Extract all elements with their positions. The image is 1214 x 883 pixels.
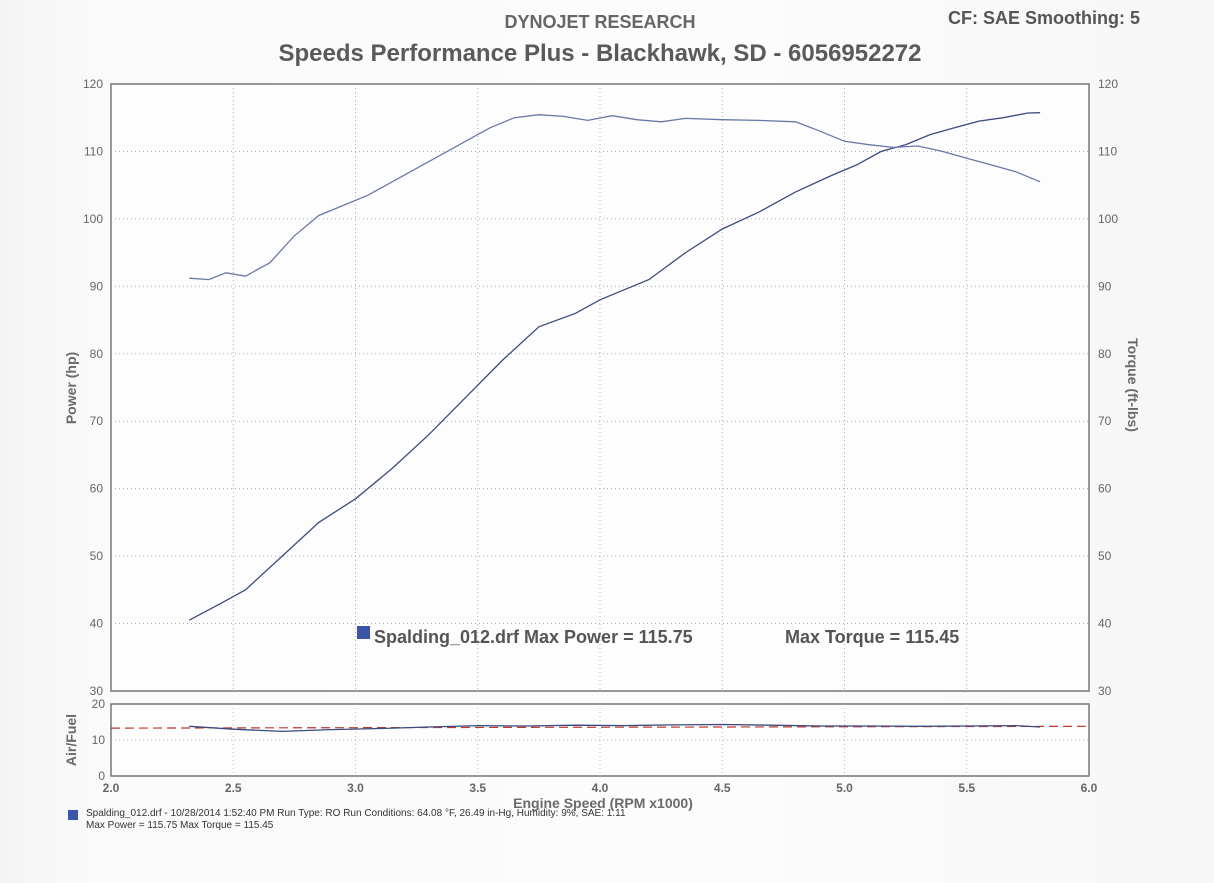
x-tick-label: 4.5 — [714, 781, 731, 795]
main-ticks: 30 30 40 40 50 50 60 60 70 70 80 80 90 90 100 100 110 110… — [83, 77, 1118, 698]
settings-label: CF: SAE Smoothing: 5 — [948, 8, 1140, 28]
y-tick-label: 40 — [90, 617, 104, 631]
x-tick-label: 3.0 — [347, 781, 364, 795]
x-tick-label: 3.5 — [469, 781, 486, 795]
y-tick-label: 100 — [83, 212, 103, 226]
x-tick-label: 4.0 — [592, 781, 609, 795]
x-ticks: 2.0 2.5 3.0 3.5 4.0 4.5 5.0 5.5 6.0 — [103, 781, 1098, 795]
y-tick-label: 80 — [90, 347, 104, 361]
y-tick-label: 60 — [90, 482, 104, 496]
y2-tick-label: 40 — [1098, 617, 1112, 631]
y2-axis-label: Torque (ft-lbs) — [1125, 338, 1141, 432]
page-title: Speeds Performance Plus - Blackhawk, SD … — [278, 40, 922, 67]
y2-tick-label: 30 — [1098, 684, 1112, 698]
y2-tick-label: 110 — [1098, 144, 1117, 158]
y-tick-label: 90 — [90, 279, 104, 293]
afr-tick-label: 10 — [92, 733, 106, 747]
x-tick-label: 2.0 — [103, 781, 120, 795]
power-curve — [188, 112, 1041, 621]
torque-curve — [189, 114, 1041, 281]
afr-tick-label: 0 — [98, 769, 105, 783]
y-tick-label: 110 — [84, 144, 103, 158]
y-axis-label: Power (hp) — [63, 352, 79, 424]
y-tick-label: 70 — [90, 414, 104, 428]
main-grid — [111, 84, 1089, 691]
afr-ticks: 0 10 20 — [92, 697, 106, 783]
brand-title: DYNOJET RESEARCH — [504, 12, 696, 32]
y-tick-label: 30 — [90, 684, 104, 698]
afr-grid — [111, 704, 1089, 776]
y2-tick-label: 50 — [1098, 549, 1112, 563]
legend-text-torque: Max Torque = 115.45 — [785, 627, 959, 647]
x-tick-label: 6.0 — [1081, 781, 1098, 795]
y2-tick-label: 90 — [1098, 279, 1112, 293]
legend-swatch — [357, 626, 370, 639]
legend-text-power: Spalding_012.drf Max Power = 115.75 — [374, 627, 693, 647]
y-tick-label: 120 — [83, 77, 103, 91]
y2-tick-label: 100 — [1098, 212, 1118, 226]
x-tick-label: 5.5 — [958, 781, 975, 795]
y2-tick-label: 60 — [1098, 482, 1112, 496]
main-lines — [188, 112, 1041, 621]
afr-axis-label: Air/Fuel — [63, 714, 79, 766]
afr-curve — [189, 723, 1041, 733]
footer-swatch — [68, 810, 78, 820]
y2-tick-label: 120 — [1098, 77, 1118, 91]
footer-line-1: Spalding_012.drf - 10/28/2014 1:52:40 PM… — [86, 808, 626, 819]
y-tick-label: 50 — [90, 549, 104, 563]
y2-tick-label: 80 — [1098, 347, 1112, 361]
run-info-footer: Spalding_012.drf - 10/28/2014 1:52:40 PM… — [86, 808, 626, 832]
y2-tick-label: 70 — [1098, 414, 1112, 428]
afr-tick-label: 20 — [92, 697, 106, 711]
x-axis-label: Engine Speed (RPM x1000) — [513, 795, 693, 811]
x-tick-label: 5.0 — [836, 781, 853, 795]
afr-lines — [110, 723, 1090, 733]
x-tick-label: 2.5 — [225, 781, 242, 795]
footer-line-2: Max Power = 115.75 Max Torque = 115.45 — [86, 820, 274, 831]
main-plot-area — [110, 83, 1090, 692]
